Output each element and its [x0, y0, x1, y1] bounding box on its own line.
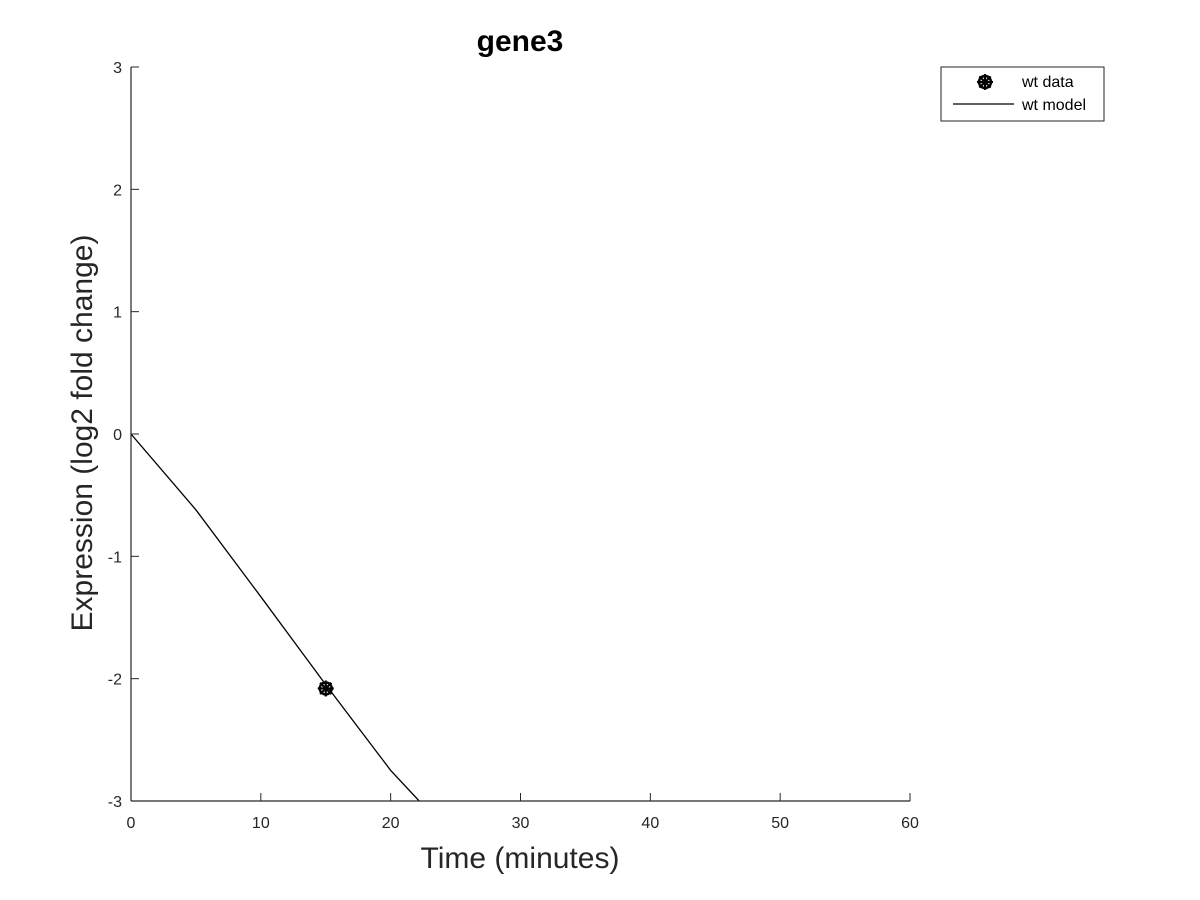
- x-tick-label: 10: [252, 815, 270, 832]
- legend-entry-model: wt model: [1021, 97, 1086, 114]
- y-tick-label: -1: [108, 549, 122, 566]
- data-point: [317, 680, 334, 697]
- legend-marker: [977, 74, 993, 90]
- x-tick-label: 30: [512, 815, 530, 832]
- legend: wt data wt model: [940, 66, 1105, 122]
- legend-entry-data: wt data: [1021, 74, 1074, 91]
- x-tick-label: 40: [641, 815, 659, 832]
- legend-marker-glyph: [977, 74, 993, 90]
- model-line: [131, 433, 420, 801]
- chart-title: gene3: [477, 25, 564, 58]
- plot-area: [131, 433, 420, 801]
- y-tick-label: 3: [113, 60, 122, 77]
- legend-box: [940, 66, 1105, 122]
- x-tick-label: 0: [127, 815, 136, 832]
- x-tick-label: 50: [771, 815, 789, 832]
- y-tick-label: -2: [108, 672, 122, 689]
- x-tick-label: 60: [901, 815, 919, 832]
- y-tick-label: -3: [108, 794, 122, 811]
- y-tick-label: 1: [113, 305, 122, 322]
- y-axis-label: Expression (log2 fold change): [66, 235, 99, 632]
- x-axis-label: Time (minutes): [421, 842, 620, 875]
- x-tick-label: 20: [382, 815, 400, 832]
- axes: 0 10 20 30 40 50 60 -3 -2 -1 0 1 2 3: [108, 60, 919, 832]
- y-tick-label: 2: [113, 182, 122, 199]
- y-tick-label: 0: [113, 427, 122, 444]
